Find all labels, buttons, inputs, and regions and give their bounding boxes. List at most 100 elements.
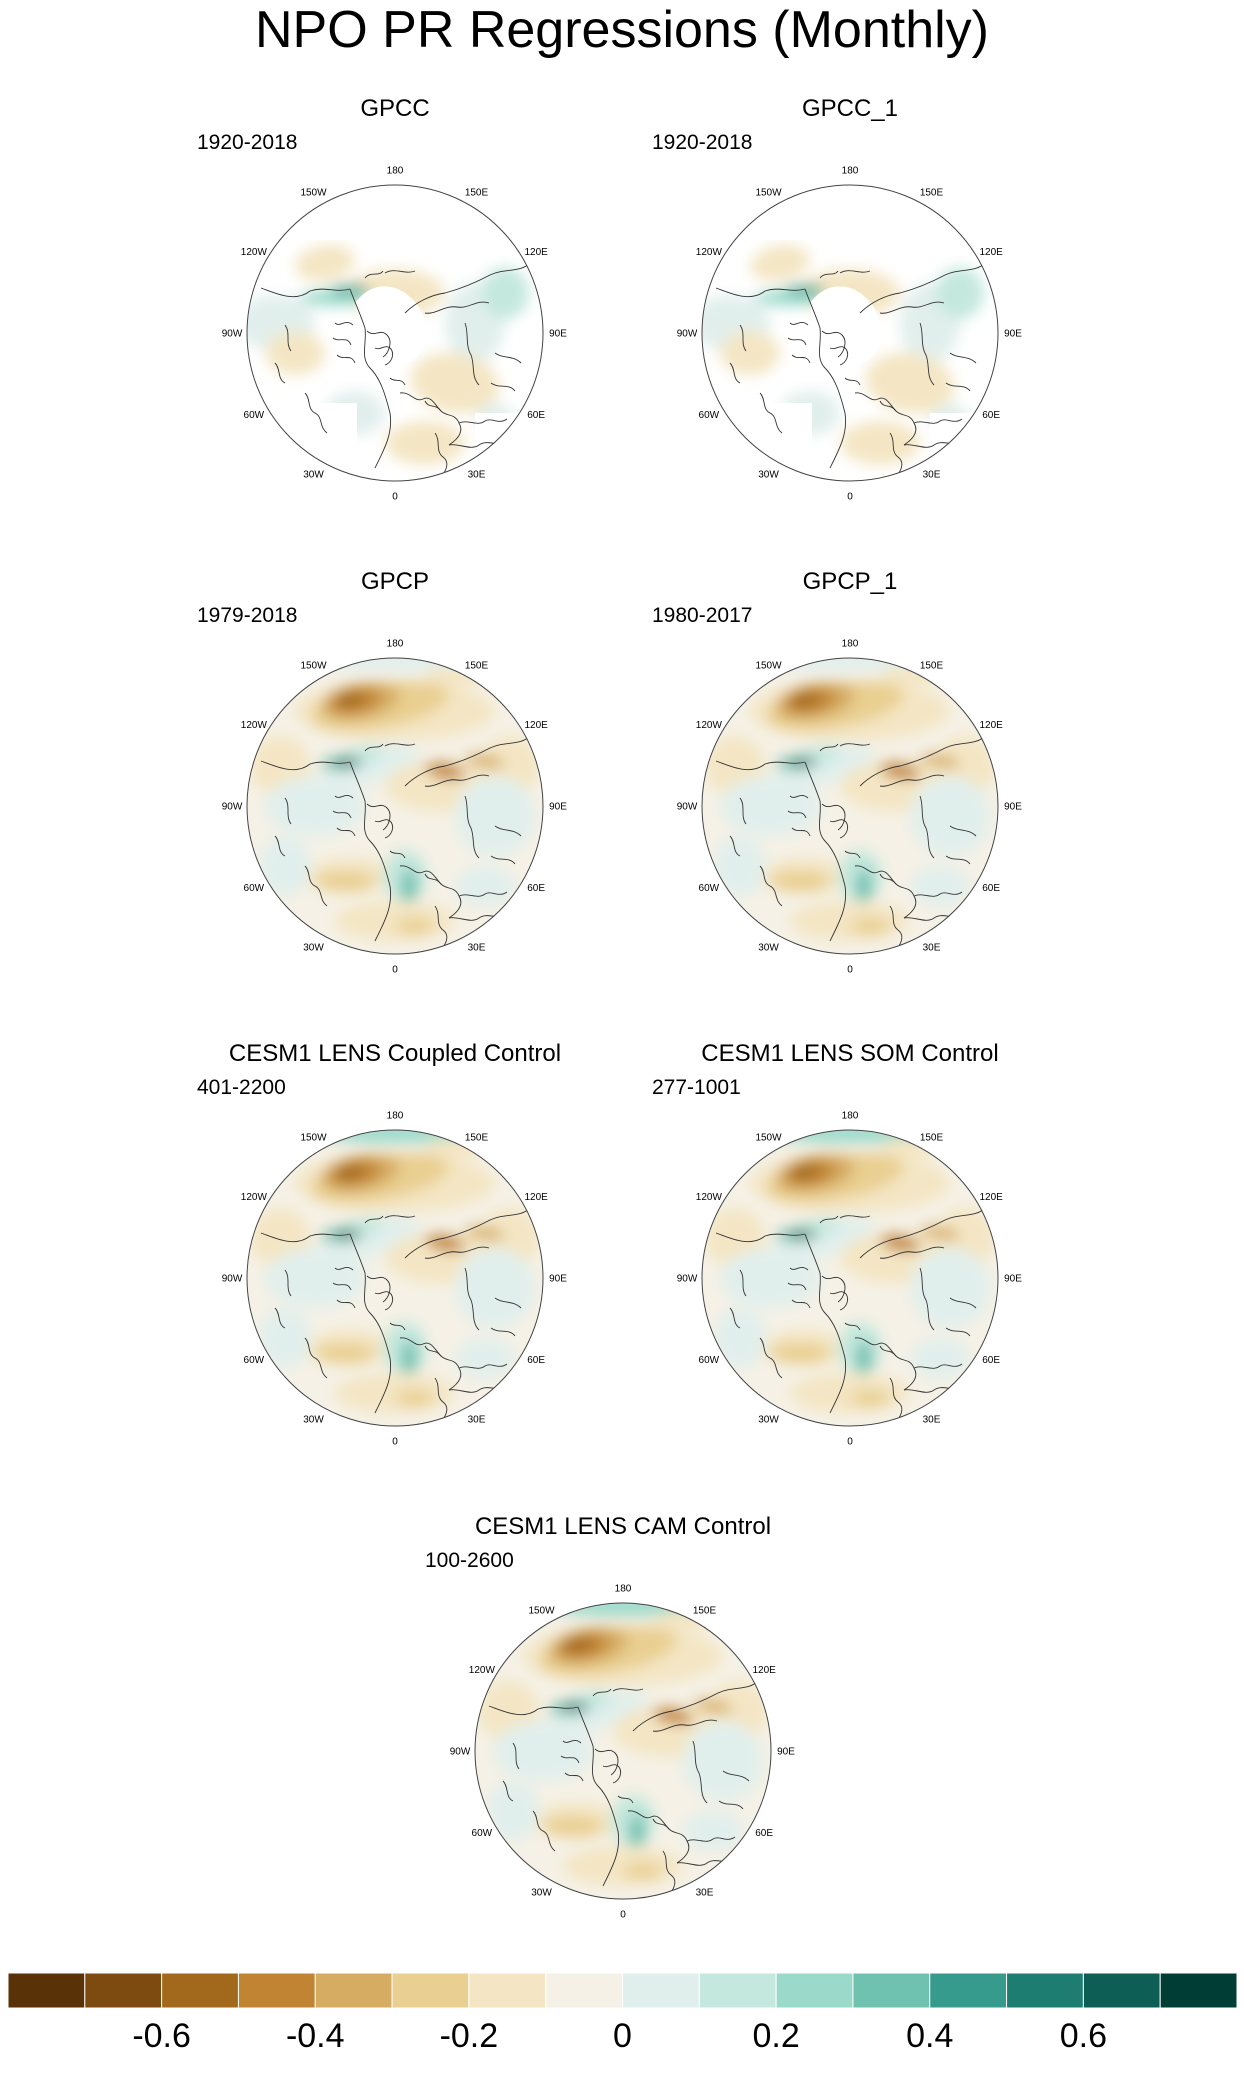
longitude-label: 150W [300, 187, 327, 198]
longitude-label: 90W [677, 802, 698, 813]
longitude-label: 180 [387, 166, 404, 177]
longitude-label: 120W [241, 247, 268, 258]
longitude-label: 150W [300, 660, 327, 671]
longitude-label: 150E [465, 660, 489, 671]
longitude-label: 150E [920, 660, 944, 671]
panel-title: GPCP [360, 568, 429, 595]
polar-map: 180 150E 120E 90E 60E 30E 0 30W 60W 90W 120W 150W [677, 639, 1023, 976]
longitude-label: 90E [549, 329, 567, 340]
map-panel-gpcp-1: GPCP_1 1980-2017 180 150E 120E 90E 60E 30E 0 30… [630, 568, 1070, 1008]
longitude-label: 90E [1004, 329, 1022, 340]
polar-map: 180 150E 120E 90E 60E 30E 0 30W 60W 90W 120W 150W [222, 166, 568, 503]
colorbar-box [852, 1973, 931, 2008]
longitude-label: 30W [758, 470, 779, 481]
colorbar-box [698, 1973, 777, 2008]
longitude-label: 60E [527, 1355, 545, 1366]
longitude-label: 60W [244, 883, 265, 894]
longitude-label: 180 [615, 1584, 632, 1595]
colorbar-box [84, 1973, 163, 2008]
longitude-label: 60W [699, 883, 720, 894]
longitude-label: 60E [527, 410, 545, 421]
period-label: 1920-2018 [197, 131, 298, 154]
colorbar-box [8, 1973, 86, 2008]
map-panel-gpcc-1: GPCC_1 1920-2018 180 150E 120E 90E 60E 30E 0 30… [630, 95, 1070, 535]
longitude-label: 60W [699, 410, 720, 421]
longitude-label: 90W [677, 1274, 698, 1285]
colorbar-box [929, 1973, 1008, 2008]
longitude-label: 120E [524, 247, 548, 258]
longitude-label: 90E [549, 1274, 567, 1285]
longitude-label: 30E [923, 943, 941, 954]
longitude-label: 30E [468, 943, 486, 954]
longitude-label: 0 [620, 1910, 626, 1921]
longitude-label: 60E [755, 1828, 773, 1839]
longitude-label: 180 [842, 1111, 859, 1122]
colorbar-box [314, 1973, 393, 2008]
longitude-label: 30W [303, 943, 324, 954]
longitude-label: 60E [982, 410, 1000, 421]
longitude-label: 120W [696, 247, 723, 258]
colorbar-box [161, 1973, 239, 2008]
longitude-label: 180 [842, 166, 859, 177]
colorbar-tick-label: 0 [613, 2017, 632, 2055]
longitude-label: 30E [696, 1888, 714, 1899]
longitude-label: 120W [696, 720, 723, 731]
longitude-label: 150W [755, 660, 782, 671]
longitude-label: 30E [923, 470, 941, 481]
longitude-label: 30E [923, 1415, 941, 1426]
longitude-label: 150E [465, 1132, 489, 1143]
colorbar-box [1006, 1973, 1084, 2008]
longitude-label: 90W [677, 329, 698, 340]
longitude-label: 150W [755, 1132, 782, 1143]
map-panel-cesm1-som-control: CESM1 LENS SOM Control 277-1001 180 150E 1… [630, 1040, 1070, 1480]
longitude-label: 30E [468, 1415, 486, 1426]
colorbar-box [775, 1973, 854, 2008]
period-label: 1979-2018 [197, 604, 298, 627]
longitude-label: 0 [392, 1437, 398, 1448]
longitude-label: 30W [303, 470, 324, 481]
panel-title: CESM1 LENS CAM Control [474, 1513, 772, 1540]
longitude-label: 120W [469, 1665, 496, 1676]
longitude-label: 150E [693, 1605, 717, 1616]
panel-title: GPCC [360, 95, 430, 122]
map-panel-cesm1-cam-control: CESM1 LENS CAM Control 100-2600 180 150E 1… [403, 1513, 843, 1953]
longitude-label: 90W [222, 1274, 243, 1285]
panel-title: CESM1 LENS Coupled Control [228, 1040, 562, 1067]
longitude-label: 0 [392, 965, 398, 976]
longitude-label: 60E [982, 1355, 1000, 1366]
longitude-label: 30E [468, 470, 486, 481]
longitude-label: 150W [755, 187, 782, 198]
longitude-label: 120E [524, 720, 548, 731]
longitude-label: 150W [300, 1132, 327, 1143]
colorbar-box [1159, 1973, 1237, 2008]
longitude-label: 60W [244, 410, 265, 421]
longitude-label: 150W [528, 1605, 555, 1616]
longitude-label: 90E [777, 1747, 795, 1758]
period-label: 1920-2018 [652, 131, 753, 154]
longitude-label: 90E [549, 802, 567, 813]
longitude-label: 90W [450, 1747, 471, 1758]
longitude-label: 120W [696, 1192, 723, 1203]
longitude-label: 120E [979, 1192, 1003, 1203]
longitude-label: 150E [920, 1132, 944, 1143]
longitude-label: 120E [752, 1665, 776, 1676]
colorbar-boxes [8, 1973, 1237, 2008]
colorbar-tick-label: -0.2 [439, 2017, 499, 2055]
colorbar-box [545, 1973, 623, 2008]
longitude-label: 180 [842, 639, 859, 650]
longitude-label: 60W [244, 1355, 265, 1366]
longitude-label: 0 [847, 965, 853, 976]
panel-title: GPCP_1 [802, 568, 898, 595]
longitude-label: 0 [392, 492, 398, 503]
longitude-label: 120E [979, 720, 1003, 731]
polar-map: 180 150E 120E 90E 60E 30E 0 30W 60W 90W 120W 150W [222, 639, 568, 976]
polar-map: 180 150E 120E 90E 60E 30E 0 30W 60W 90W 120W 150W [222, 1111, 568, 1448]
longitude-label: 60E [982, 883, 1000, 894]
longitude-label: 90W [222, 802, 243, 813]
longitude-label: 30W [758, 1415, 779, 1426]
longitude-label: 90W [222, 329, 243, 340]
longitude-label: 60W [472, 1828, 493, 1839]
period-label: 401-2200 [197, 1076, 286, 1099]
longitude-label: 180 [387, 1111, 404, 1122]
longitude-label: 120E [979, 247, 1003, 258]
